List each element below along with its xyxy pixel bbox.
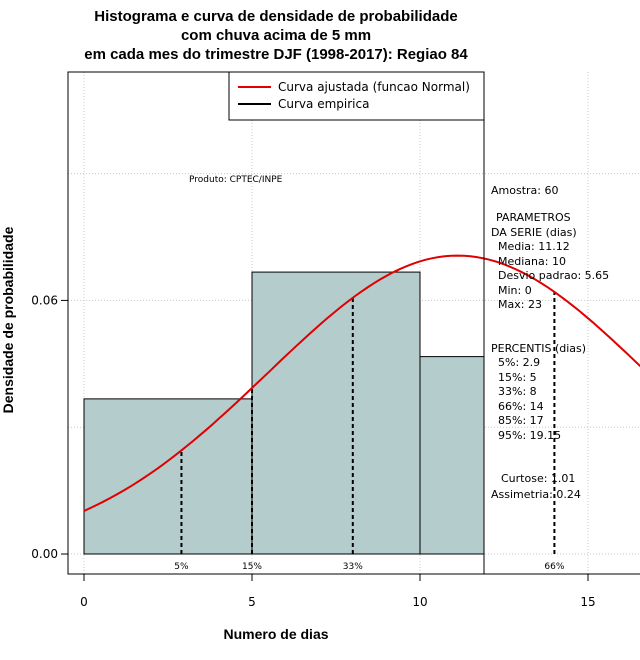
params-title-1: PARAMETROS <box>496 211 571 224</box>
stat-media: Media: 11.12 <box>498 240 570 253</box>
x-tick-label: 5 <box>248 595 256 609</box>
stat-mediana: Mediana: 10 <box>498 255 566 268</box>
stat-p66: 66%: 14 <box>498 400 544 413</box>
legend: Curva ajustada (funcao Normal) Curva emp… <box>228 71 485 121</box>
legend-label-fitted: Curva ajustada (funcao Normal) <box>278 80 470 94</box>
y-tick-label: 0.06 <box>31 293 58 307</box>
stat-p5: 5%: 2.9 <box>498 356 540 369</box>
x-tick-label: 10 <box>412 595 427 609</box>
stat-p15: 15%: 5 <box>498 371 537 384</box>
percentile-label: 66% <box>544 562 564 572</box>
product-annotation: Produto: CPTEC/INPE <box>189 175 283 185</box>
y-axis: 0.00 0.06 <box>31 293 69 561</box>
stat-curtose: Curtose: 1.01 <box>501 472 575 485</box>
params-title-2: DA SERIE (dias) <box>491 226 577 239</box>
sample-size: Amostra: 60 <box>491 184 558 197</box>
stats-panel: Amostra: 60 PARAMETROS DA SERIE (dias) M… <box>491 184 609 501</box>
stat-max: Max: 23 <box>498 298 542 311</box>
histogram-bar <box>83 398 253 555</box>
x-tick-label: 0 <box>80 595 88 609</box>
stat-min: Min: 0 <box>498 284 532 297</box>
percentile-label: 33% <box>343 562 363 572</box>
y-axis-label: Densidade de probabilidade <box>0 226 16 413</box>
y-tick-label: 0.00 <box>31 547 58 561</box>
stat-p33: 33%: 8 <box>498 385 537 398</box>
histogram-bar <box>419 356 485 555</box>
percentile-label: 15% <box>242 562 262 572</box>
histogram-bar <box>251 271 421 555</box>
legend-box <box>228 71 485 121</box>
legend-label-empirical: Curva empirica <box>278 97 369 111</box>
percentis-title: PERCENTIS (dias) <box>491 342 586 355</box>
normal-fit-curve <box>83 254 640 512</box>
percentile-label: 5% <box>174 562 189 572</box>
stat-assimetria: Assimetria: 0.24 <box>491 488 581 501</box>
chart-title-line-2: com chuva acima de 5 mm <box>181 27 371 44</box>
x-axis: 05101520 <box>80 573 640 609</box>
stat-p95: 95%: 19.15 <box>498 429 561 442</box>
percentile-lines: 5%15%33%66%85%95% <box>174 291 565 572</box>
stat-p85: 85%: 17 <box>498 414 544 427</box>
x-axis-label: Numero de dias <box>223 626 328 642</box>
stat-desvio: Desvio padrao: 5.65 <box>498 269 609 282</box>
histogram-bars <box>83 271 485 555</box>
x-tick-label: 15 <box>580 595 595 609</box>
chart-title-line-1: Histograma e curva de densidade de proba… <box>94 8 457 25</box>
chart-title-line-3: em cada mes do trimestre DJF (1998-2017)… <box>84 46 468 63</box>
